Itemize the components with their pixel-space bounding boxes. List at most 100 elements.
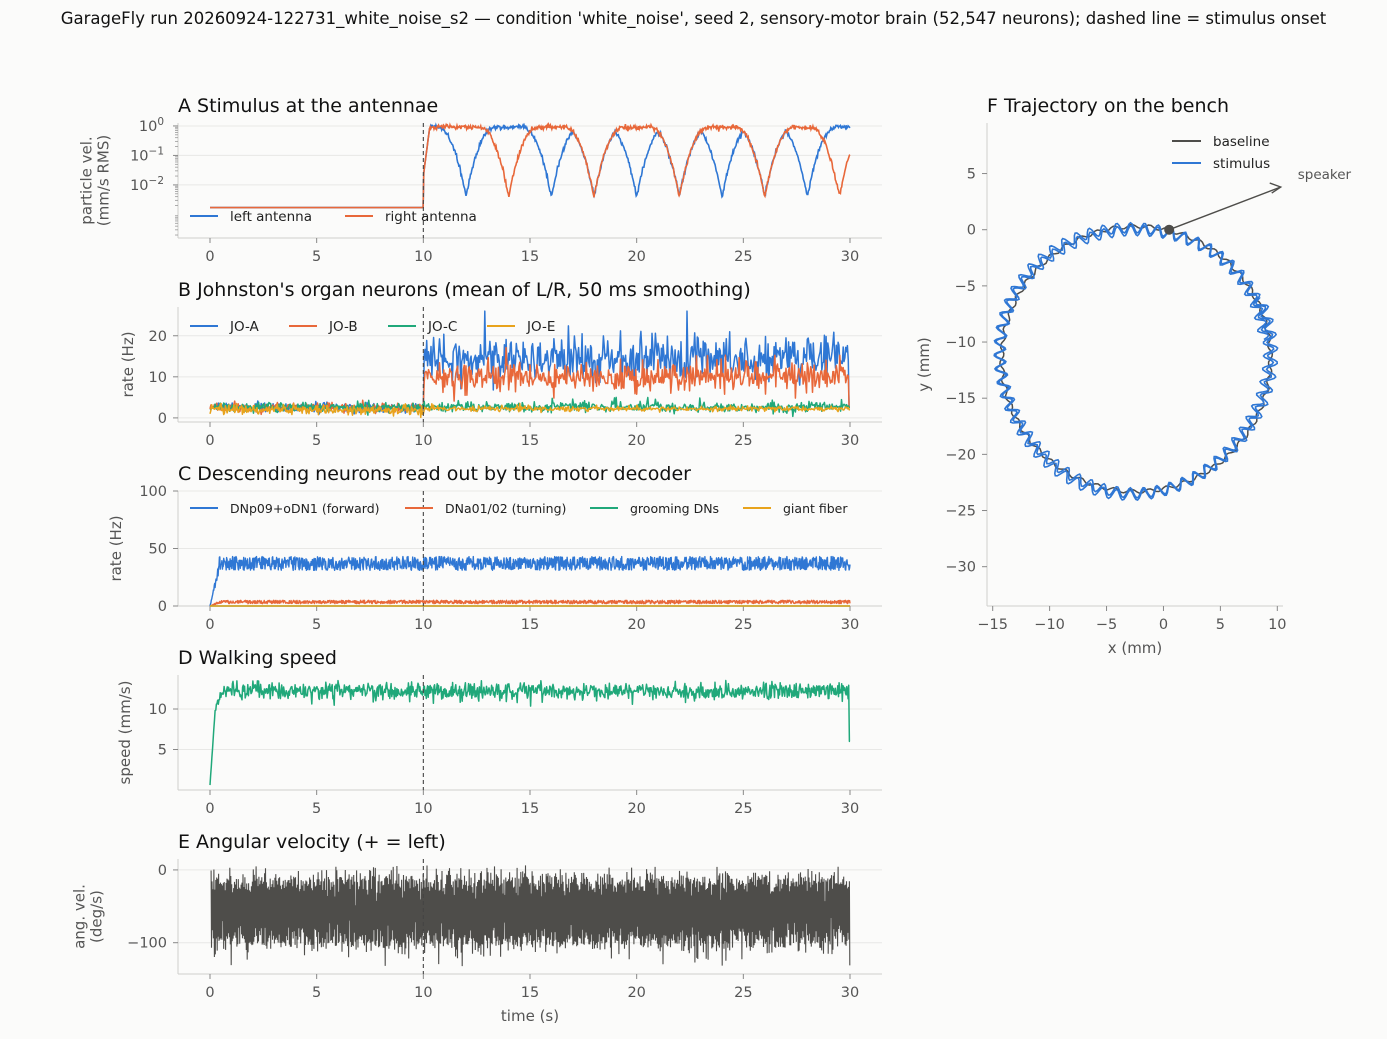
x-tick-label: 10	[414, 249, 432, 265]
y-tick-label: −30	[945, 560, 976, 576]
legend-label: DNa01/02 (turning)	[445, 501, 566, 516]
x-tick-label: 25	[734, 433, 752, 449]
speaker-arrow-line	[1168, 186, 1281, 231]
panel-title: B Johnston's organ neurons (mean of L/R,…	[178, 279, 751, 301]
y-tick-label: 20	[149, 329, 167, 345]
legend-entry: DNp09+oDN1 (forward)	[190, 501, 380, 516]
x-tick-label: 20	[627, 617, 645, 633]
y-tick-label: −100	[127, 936, 167, 952]
y-axis-label: rate (Hz)	[107, 515, 125, 581]
x-tick-label: 15	[521, 801, 539, 817]
panel-F: F Trajectory on the bench −15 −10 −5 0 5 10 x (…	[915, 95, 1352, 657]
trajectory-stimulus	[993, 221, 1279, 502]
x-tick-label: 5	[312, 985, 321, 1001]
x-tick-label: 25	[734, 249, 752, 265]
panel-B: B Johnston's organ neurons (mean of L/R,…	[119, 279, 882, 449]
speaker-arrow-head	[1269, 182, 1283, 194]
y-tick-label: 10−2	[130, 175, 164, 194]
x-tick-label: 5	[312, 801, 321, 817]
y-axis-label: (mm/s RMS)	[95, 135, 113, 226]
x-tick-label: 0	[205, 801, 214, 817]
legend-entry: right antenna	[345, 209, 477, 225]
panel-A: A Stimulus at the antennae 0 5 10 15 20 25 30 pa…	[78, 95, 882, 265]
legend-entry: JO-A	[190, 319, 260, 335]
x-tick-label: 0	[205, 433, 214, 449]
series-line-left-antenna	[210, 122, 851, 209]
y-tick-label: −25	[945, 504, 976, 520]
y-tick-label: 5	[967, 167, 976, 183]
legend-label: JO-E	[526, 319, 555, 335]
legend-label: right antenna	[385, 209, 477, 225]
legend-entry: JO-B	[289, 319, 358, 335]
speaker-annotation: speaker	[1298, 167, 1352, 183]
x-tick-label: 10	[414, 433, 432, 449]
x-tick-label: 25	[734, 801, 752, 817]
x-tick-label: 20	[627, 985, 645, 1001]
y-tick-label: 0	[158, 863, 167, 879]
y-tick-label: 100	[139, 484, 167, 500]
x-tick-label: 30	[841, 249, 859, 265]
y-axis-label: ang. vel.	[71, 884, 89, 949]
x-tick-label: 0	[205, 985, 214, 1001]
legend-entry: stimulus	[1172, 156, 1270, 172]
x-tick-label: 10	[1268, 617, 1286, 633]
series-line-dna01-02-turning-	[209, 599, 851, 607]
y-tick-label: −15	[945, 391, 976, 407]
y-tick-label: 10	[149, 702, 167, 718]
x-tick-label: 10	[414, 985, 432, 1001]
x-tick-label: 0	[1159, 617, 1168, 633]
y-tick-label: −20	[945, 447, 976, 463]
x-axis-label: x (mm)	[1108, 639, 1163, 657]
x-tick-label: 15	[521, 433, 539, 449]
panel-title: E Angular velocity (+ = left)	[178, 831, 446, 853]
y-tick-label: 0	[158, 411, 167, 427]
y-tick-label: 100	[139, 116, 164, 135]
panel-title: C Descending neurons read out by the mot…	[178, 463, 691, 485]
legend-label: JO-C	[427, 319, 457, 335]
y-tick-label: 0	[158, 599, 167, 615]
x-tick-label: 5	[312, 249, 321, 265]
legend-entry: left antenna	[190, 209, 312, 225]
legend-label: JO-B	[328, 319, 358, 335]
legend-label: baseline	[1213, 134, 1270, 150]
x-tick-label: 5	[312, 433, 321, 449]
y-axis-label: y (mm)	[915, 337, 933, 392]
trajectory-baseline	[999, 223, 1274, 495]
x-tick-label: 20	[627, 249, 645, 265]
legend-label: JO-A	[229, 319, 260, 335]
x-tick-label: −5	[1096, 617, 1117, 633]
x-tick-label: 0	[205, 249, 214, 265]
y-tick-label: 5	[158, 743, 167, 759]
x-tick-label: 30	[841, 985, 859, 1001]
x-tick-label: 10	[414, 801, 432, 817]
legend-label: left antenna	[230, 209, 312, 225]
legend-label: grooming DNs	[630, 501, 719, 516]
x-tick-label: 25	[734, 617, 752, 633]
legend-entry: DNa01/02 (turning)	[405, 501, 566, 516]
panel-E: E Angular velocity (+ = left) 0 5 10 15 20 25 3…	[71, 831, 882, 1025]
panel-title: D Walking speed	[178, 647, 337, 669]
panel-title: F Trajectory on the bench	[987, 95, 1229, 117]
y-tick-label: 50	[149, 542, 167, 558]
y-tick-label: −5	[955, 279, 976, 295]
panel-C: C Descending neurons read out by the mot…	[107, 463, 882, 633]
x-tick-label: 20	[627, 801, 645, 817]
legend-entry: baseline	[1172, 134, 1270, 150]
x-tick-label: 15	[521, 249, 539, 265]
x-tick-label: −10	[1034, 617, 1065, 633]
y-axis-label: (deg/s)	[88, 890, 106, 943]
panel-D: D Walking speed 0 5 10 15 20 25 30 speed (mm/s) 5…	[116, 647, 882, 817]
y-tick-label: 10−1	[130, 145, 164, 164]
series-line-jo-e	[209, 402, 850, 419]
x-tick-label: 30	[841, 801, 859, 817]
legend-entry: grooming DNs	[590, 501, 719, 516]
panel-title: A Stimulus at the antennae	[178, 95, 438, 117]
legend-entry: JO-E	[487, 319, 555, 335]
x-tick-label: 0	[205, 617, 214, 633]
x-axis-label: time (s)	[501, 1007, 559, 1025]
series-line-angular-velocity	[210, 865, 851, 967]
x-tick-label: 5	[312, 617, 321, 633]
legend-entry: giant fiber	[743, 501, 848, 516]
x-tick-label: 20	[627, 433, 645, 449]
